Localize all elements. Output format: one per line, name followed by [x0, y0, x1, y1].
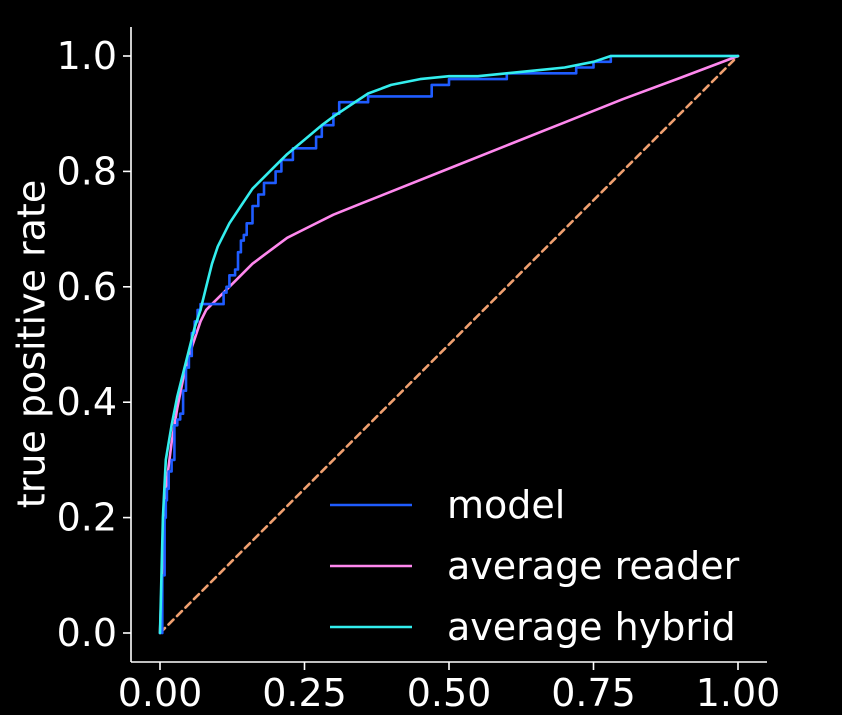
legend-label-average-hybrid: average hybrid [447, 605, 736, 649]
x-tick-label: 0.75 [551, 671, 636, 715]
y-tick-label: 0.6 [57, 265, 117, 309]
x-tick-label: 1.00 [696, 671, 781, 715]
legend-label-average-reader: average reader [447, 544, 740, 588]
x-tick-label: 0.00 [118, 671, 203, 715]
y-tick-label: 0.0 [57, 611, 117, 655]
legend: model average reader average hybrid [330, 483, 740, 649]
x-ticks: 0.00 0.25 0.50 0.75 1.00 [118, 662, 781, 715]
chance-diagonal-line [158, 54, 740, 635]
y-ticks: 0.0 0.2 0.4 0.6 0.8 1.0 [57, 34, 131, 655]
x-tick-label: 0.50 [407, 671, 492, 715]
legend-label-model: model [447, 483, 565, 527]
y-tick-label: 0.8 [57, 149, 117, 193]
y-tick-label: 0.4 [57, 380, 117, 424]
series-line-average-reader [158, 54, 740, 635]
series-line-average-hybrid [158, 54, 740, 635]
y-tick-label: 0.2 [57, 496, 117, 540]
y-axis-label: true positive rate [10, 180, 54, 508]
series-line-model [158, 54, 740, 635]
y-tick-label: 1.0 [57, 34, 117, 78]
x-tick-label: 0.25 [262, 671, 347, 715]
plot-lines [158, 54, 740, 635]
